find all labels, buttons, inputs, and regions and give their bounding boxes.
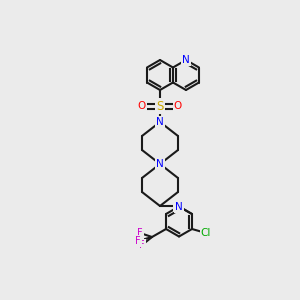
Text: O: O — [174, 201, 182, 211]
Text: N: N — [156, 117, 164, 127]
Text: F: F — [137, 228, 143, 238]
Text: O: O — [138, 101, 146, 111]
Text: N: N — [175, 202, 183, 212]
Text: O: O — [174, 101, 182, 111]
Text: F: F — [135, 236, 141, 246]
Text: S: S — [156, 100, 164, 112]
Text: N: N — [156, 159, 164, 169]
Text: N: N — [182, 55, 190, 65]
Text: Cl: Cl — [201, 228, 211, 238]
Text: F: F — [139, 240, 145, 250]
